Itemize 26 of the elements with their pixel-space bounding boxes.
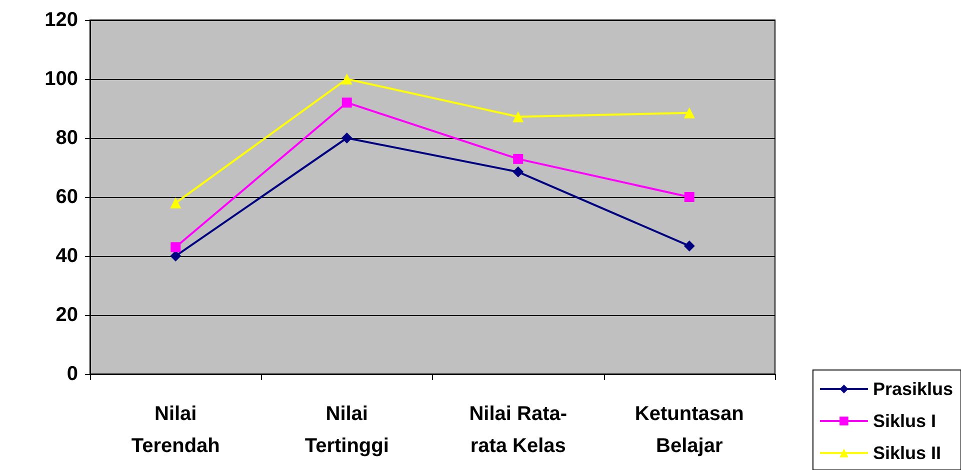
legend-label: Prasiklus xyxy=(872,379,954,399)
point xyxy=(170,197,182,208)
point xyxy=(342,98,352,108)
y-tick-label: 100 xyxy=(44,68,78,90)
x-tick-label: Nilai Terendah xyxy=(131,403,220,457)
y-tick-label: 120 xyxy=(44,9,78,31)
point xyxy=(684,107,695,118)
x-tick-label: Nilai Rata- rata Kelas xyxy=(469,403,568,457)
point xyxy=(684,192,694,202)
point xyxy=(341,132,352,144)
legend-label: Siklus II xyxy=(872,443,941,463)
legend-label: Siklus I xyxy=(872,411,936,431)
point xyxy=(341,74,352,84)
point xyxy=(513,154,524,164)
point xyxy=(170,242,181,252)
y-tick-label: 60 xyxy=(56,186,78,208)
x-tick-label: Ketuntasan Belajar xyxy=(634,403,744,457)
point xyxy=(170,250,182,262)
point xyxy=(512,111,524,122)
y-tick-label: 20 xyxy=(56,304,78,326)
y-tick-label: 40 xyxy=(56,245,78,267)
point xyxy=(684,240,695,252)
y-tick-label: 0 xyxy=(66,363,78,385)
point xyxy=(512,166,524,178)
y-tick-label: 80 xyxy=(56,127,78,149)
x-tick-label: Nilai Tertinggi xyxy=(304,403,389,457)
